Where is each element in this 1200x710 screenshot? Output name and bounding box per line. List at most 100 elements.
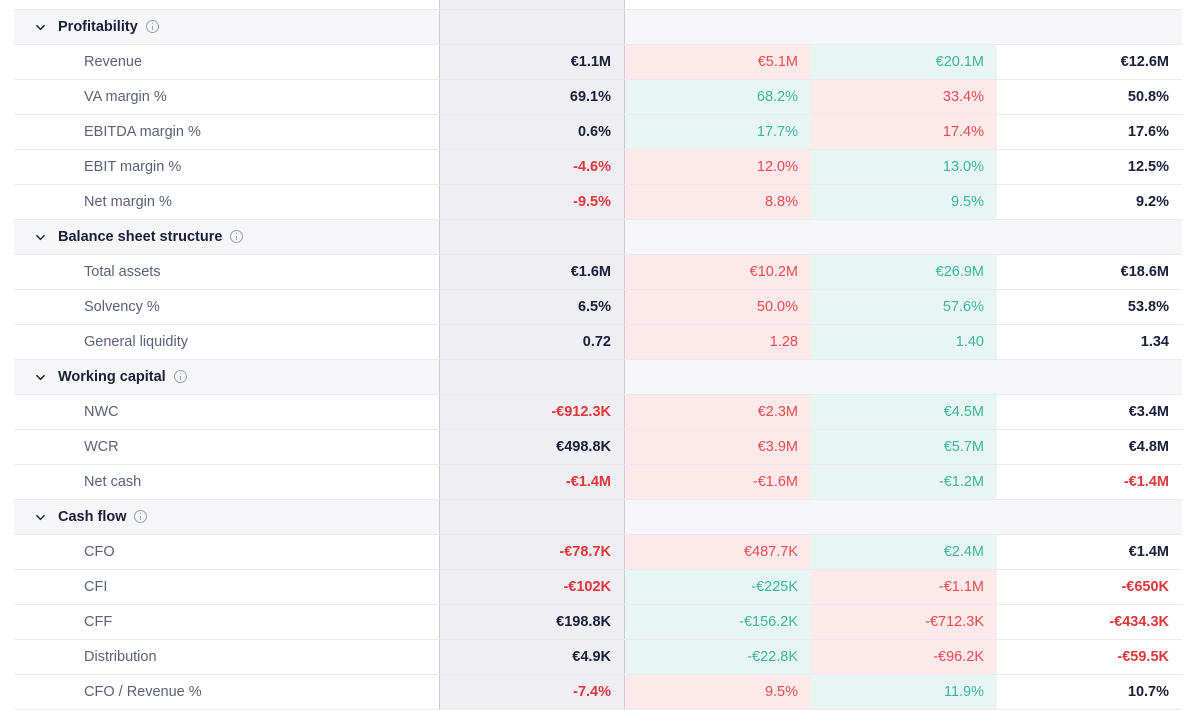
section-title-text: Balance sheet structure: [58, 229, 223, 245]
metric-row-net-cash: Net cash -€1.4M -€1.6M -€1.2M -€1.4M: [14, 465, 1182, 500]
metric-value-col3: 13.0%: [811, 150, 997, 184]
metric-label: CFO / Revenue %: [84, 684, 202, 700]
metric-value-col3: €26.9M: [811, 255, 997, 289]
metric-row-total-assets: Total assets €1.6M €10.2M €26.9M €18.6M: [14, 255, 1182, 290]
metric-value-col1: -9.5%: [439, 185, 625, 219]
metric-value-col2: 68.2%: [625, 80, 811, 114]
metric-row-distribution: Distribution €4.9K -€22.8K -€96.2K -€59.5K: [14, 640, 1182, 675]
metric-value-col2: 1.28: [625, 325, 811, 359]
table-top-stub: [14, 0, 1182, 10]
metric-label: CFF: [84, 614, 113, 630]
metric-value-col3: 57.6%: [811, 290, 997, 324]
metric-row-revenue: Revenue €1.1M €5.1M €20.1M €12.6M: [14, 45, 1182, 80]
section-cell-1: [625, 360, 811, 394]
metric-value-col2: -€156.2K: [625, 605, 811, 639]
section-cell-0: [439, 220, 625, 254]
metric-row-cff: CFF €198.8K -€156.2K -€712.3K -€434.3K: [14, 605, 1182, 640]
section-header-cash-flow[interactable]: Cash flow: [14, 500, 1182, 535]
company-column-stub: [439, 0, 625, 9]
metric-value-col1: 69.1%: [439, 80, 625, 114]
section-cell-3: [997, 360, 1182, 394]
section-cell-1: [625, 500, 811, 534]
info-icon[interactable]: [230, 230, 244, 243]
metric-value-col2: €487.7K: [625, 535, 811, 569]
metric-label: Revenue: [84, 54, 143, 70]
metric-value-col4: -€1.4M: [1123, 474, 1169, 490]
metric-value-col4: €4.8M: [1128, 439, 1169, 455]
section-cell-0: [439, 500, 625, 534]
metric-value-col1: €498.8K: [439, 430, 625, 464]
metric-value-col3: -€1.2M: [811, 465, 997, 499]
metric-value-col2: -€22.8K: [625, 640, 811, 674]
section-label: Working capital: [14, 360, 439, 394]
info-icon[interactable]: [145, 20, 159, 33]
info-icon[interactable]: [134, 510, 148, 523]
metric-value-col1: 0.72: [439, 325, 625, 359]
section-label: Profitability: [14, 10, 439, 44]
metric-value-col2: €2.3M: [625, 395, 811, 429]
metric-value-col3: 11.9%: [811, 675, 997, 709]
section-title-text: Cash flow: [58, 509, 127, 525]
metric-label: Total assets: [84, 264, 161, 280]
metric-label: WCR: [84, 439, 119, 455]
section-cell-1: [625, 10, 811, 44]
section-title: Profitability: [58, 10, 159, 44]
metric-label: General liquidity: [84, 334, 188, 350]
section-title-text: Working capital: [58, 369, 166, 385]
metric-value-col3: €5.7M: [811, 430, 997, 464]
section-cell-3: [997, 500, 1182, 534]
section-header-working-capital[interactable]: Working capital: [14, 360, 1182, 395]
metric-label: Solvency %: [84, 299, 160, 315]
metric-value-col4: €3.4M: [1128, 404, 1169, 420]
chevron-down-icon[interactable]: [33, 10, 47, 44]
metric-value-col1: -€1.4M: [439, 465, 625, 499]
metric-value-col4: 12.5%: [1127, 159, 1169, 175]
metric-value-col3: €2.4M: [811, 535, 997, 569]
metric-value-col3: -€712.3K: [811, 605, 997, 639]
section-title: Balance sheet structure: [58, 220, 244, 254]
section-label: Cash flow: [14, 500, 439, 534]
metric-label: Net cash: [84, 474, 142, 490]
metric-value-col4: 9.2%: [1135, 194, 1169, 210]
metric-row-wcr: WCR €498.8K €3.9M €5.7M €4.8M: [14, 430, 1182, 465]
comparison-table: Profitability Revenue €1.1M €5.1M €20.1M €12.…: [14, 0, 1182, 710]
chevron-down-icon[interactable]: [33, 360, 47, 394]
metric-label: NWC: [84, 404, 119, 420]
metric-value-col1: €1.6M: [439, 255, 625, 289]
metric-value-col4: -€434.3K: [1109, 614, 1169, 630]
section-header-balance-sheet-structure[interactable]: Balance sheet structure: [14, 220, 1182, 255]
metric-label: CFO: [84, 544, 115, 560]
metric-row-ebit-margin: EBIT margin % -4.6% 12.0% 13.0% 12.5%: [14, 150, 1182, 185]
metric-row-nwc: NWC -€912.3K €2.3M €4.5M €3.4M: [14, 395, 1182, 430]
section-title-text: Profitability: [58, 19, 138, 35]
metric-value-col3: 33.4%: [811, 80, 997, 114]
info-icon[interactable]: [173, 370, 187, 383]
metric-row-net-margin: Net margin % -9.5% 8.8% 9.5% 9.2%: [14, 185, 1182, 220]
metric-value-col3: 1.40: [811, 325, 997, 359]
metric-value-col2: 8.8%: [625, 185, 811, 219]
metric-value-col1: -€78.7K: [439, 535, 625, 569]
metric-value-col4: 17.6%: [1127, 124, 1169, 140]
metric-value-col1: -€102K: [439, 570, 625, 604]
metric-value-col1: €1.1M: [439, 45, 625, 79]
section-header-profitability[interactable]: Profitability: [14, 10, 1182, 45]
metric-value-col3: €20.1M: [811, 45, 997, 79]
metric-row-cfo: CFO -€78.7K €487.7K €2.4M €1.4M: [14, 535, 1182, 570]
metric-value-col4: €12.6M: [1120, 54, 1169, 70]
section-title: Working capital: [58, 360, 187, 394]
metric-value-col2: 12.0%: [625, 150, 811, 184]
metric-value-col2: 50.0%: [625, 290, 811, 324]
metric-row-ebitda-margin: EBITDA margin % 0.6% 17.7% 17.4% 17.6%: [14, 115, 1182, 150]
chevron-down-icon[interactable]: [33, 500, 47, 534]
metric-value-col4: 10.7%: [1127, 684, 1169, 700]
metric-label: Net margin %: [84, 194, 172, 210]
section-cell-0: [439, 360, 625, 394]
metric-value-col4: €1.4M: [1128, 544, 1169, 560]
section-cell-2: [811, 360, 997, 394]
metric-value-col4: -€650K: [1121, 579, 1169, 595]
section-cell-1: [625, 220, 811, 254]
chevron-down-icon[interactable]: [33, 220, 47, 254]
metric-value-col1: -4.6%: [439, 150, 625, 184]
section-cell-2: [811, 10, 997, 44]
metric-label: Distribution: [84, 649, 157, 665]
